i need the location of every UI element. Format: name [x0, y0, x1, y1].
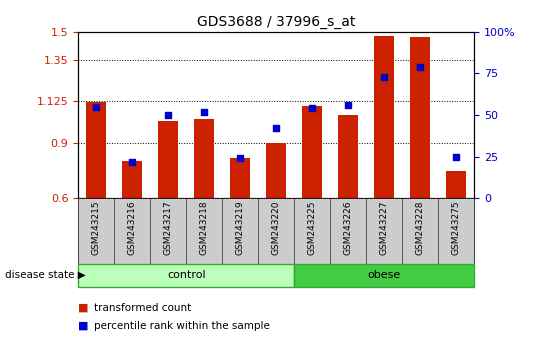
Bar	[302, 106, 322, 198]
Bar	[158, 121, 178, 198]
Text: control: control	[167, 270, 205, 280]
Text: transformed count: transformed count	[94, 303, 191, 313]
Point	[236, 155, 245, 161]
Bar	[194, 119, 214, 198]
Point	[164, 112, 172, 118]
Point	[128, 159, 136, 165]
Bar	[294, 264, 474, 287]
Text: percentile rank within the sample: percentile rank within the sample	[94, 321, 270, 331]
Title: GDS3688 / 37996_s_at: GDS3688 / 37996_s_at	[197, 16, 355, 29]
Point	[416, 64, 425, 70]
Text: GSM243228: GSM243228	[416, 200, 425, 255]
Bar	[86, 102, 106, 198]
Text: GSM243225: GSM243225	[308, 200, 317, 255]
Text: GSM243219: GSM243219	[236, 200, 245, 255]
Text: GSM243275: GSM243275	[452, 200, 461, 255]
Text: obese: obese	[368, 270, 401, 280]
Text: GSM243217: GSM243217	[164, 200, 172, 255]
Bar	[410, 38, 430, 198]
Text: GSM243226: GSM243226	[344, 200, 353, 255]
Bar	[446, 171, 466, 198]
Point	[380, 74, 389, 80]
Bar	[266, 143, 286, 198]
Text: GSM243218: GSM243218	[200, 200, 209, 255]
Text: GSM243220: GSM243220	[272, 200, 281, 255]
Point	[344, 102, 353, 108]
Point	[308, 105, 316, 111]
Text: GSM243216: GSM243216	[128, 200, 137, 255]
Text: ■: ■	[78, 303, 92, 313]
Bar	[122, 161, 142, 198]
Point	[200, 109, 209, 115]
Point	[272, 126, 281, 131]
Bar	[78, 264, 294, 287]
Bar	[375, 35, 394, 198]
Text: GSM243227: GSM243227	[380, 200, 389, 255]
Point	[92, 104, 100, 110]
Text: GSM243215: GSM243215	[92, 200, 101, 255]
Text: ■: ■	[78, 321, 92, 331]
Text: disease state ▶: disease state ▶	[5, 270, 86, 280]
Bar	[338, 115, 358, 198]
Bar	[230, 158, 250, 198]
Point	[452, 154, 461, 159]
